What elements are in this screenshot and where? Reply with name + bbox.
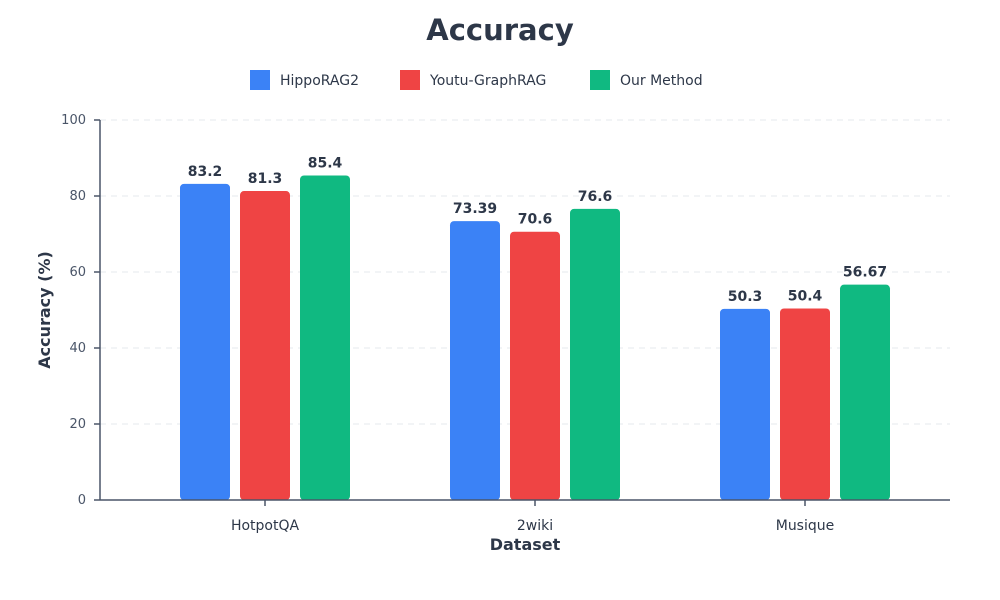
x-axis-title: Dataset <box>490 535 561 554</box>
x-axis-ticks: HotpotQA 2wiki Musique <box>231 500 834 534</box>
legend-swatch <box>250 70 270 90</box>
y-tick-label: 60 <box>69 265 86 280</box>
data-label: 56.67 <box>843 265 887 281</box>
data-label: 50.4 <box>788 288 823 304</box>
y-axis-ticks: 0 20 40 60 80 100 <box>61 113 100 508</box>
legend-label: Youtu-GraphRAG <box>429 73 546 89</box>
x-tick-label: 2wiki <box>517 518 553 534</box>
data-label: 81.3 <box>248 171 283 187</box>
legend-swatch <box>400 70 420 90</box>
x-tick-label: Musique <box>776 518 835 534</box>
bar-our-method-hotpotqa <box>300 175 350 501</box>
y-tick-label: 0 <box>78 493 86 508</box>
data-label: 76.6 <box>578 189 613 205</box>
bar-hipporag2-hotpotqa <box>180 183 230 500</box>
bar-youtu-graphrag-2wiki <box>510 231 560 500</box>
data-label: 83.2 <box>188 164 223 180</box>
chart-title: Accuracy <box>426 13 574 47</box>
bar-our-method-2wiki <box>570 208 620 501</box>
y-tick-label: 80 <box>69 189 86 204</box>
legend-label: HippoRAG2 <box>280 73 359 89</box>
bar-youtu-graphrag-hotpotqa <box>240 191 290 500</box>
legend: HippoRAG2 Youtu-GraphRAG Our Method <box>250 70 703 90</box>
bar-hipporag2-musique <box>720 308 770 500</box>
bar-youtu-graphrag-musique <box>780 308 830 500</box>
y-axis-title: Accuracy (%) <box>35 251 54 369</box>
legend-label: Our Method <box>620 73 703 89</box>
legend-swatch <box>590 70 610 90</box>
bars <box>180 175 890 501</box>
data-label: 50.3 <box>728 289 763 305</box>
data-label: 70.6 <box>518 212 553 228</box>
x-tick-label: HotpotQA <box>231 518 300 534</box>
data-label: 73.39 <box>453 201 497 217</box>
y-tick-label: 40 <box>69 341 86 356</box>
bar-hipporag2-2wiki <box>450 221 500 501</box>
data-label: 85.4 <box>308 155 343 171</box>
y-tick-label: 100 <box>61 113 86 128</box>
data-labels: 83.2 81.3 85.4 73.39 70.6 76.6 50.3 50.4 56.67 <box>188 155 887 304</box>
y-tick-label: 20 <box>69 417 86 432</box>
bar-our-method-musique <box>840 284 890 500</box>
